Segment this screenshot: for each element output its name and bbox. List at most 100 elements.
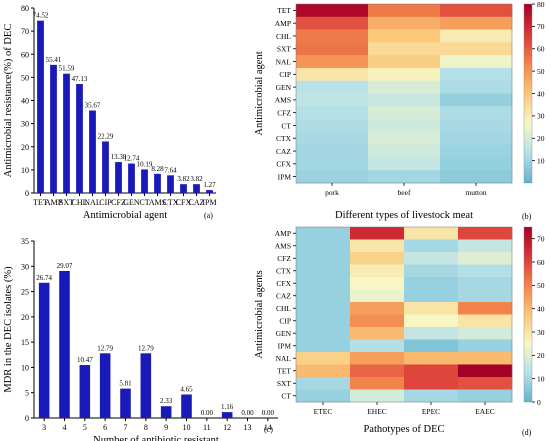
x-tick-label: CT <box>139 198 149 207</box>
x-tick-label: CHL <box>72 198 88 207</box>
heatmap-cell <box>368 42 441 56</box>
data-label: 12.74 <box>124 155 140 163</box>
colorbar-tick-label: 60 <box>537 258 545 267</box>
data-label: 74.52 <box>33 12 49 20</box>
y-tick-label: CTX <box>276 267 292 276</box>
x-axis-title: Pathotypes of DEC <box>363 424 444 435</box>
heatmap-cell <box>296 42 369 56</box>
heatmap-cell <box>440 42 513 56</box>
heatmap-cell <box>404 277 459 290</box>
y-tick-label: CTX <box>276 134 292 143</box>
heatmap-cell <box>368 16 441 30</box>
x-tick-label: 12 <box>223 423 231 432</box>
heatmap-cell <box>404 352 459 365</box>
x-tick-label: EAEC <box>475 407 495 416</box>
y-tick-label: CT <box>281 121 291 130</box>
panel-label: (c) <box>264 425 273 434</box>
heatmap-cell <box>458 314 513 328</box>
data-label: 0.00 <box>262 409 275 417</box>
y-tick-label: GEN <box>276 329 292 338</box>
heatmap-cell <box>350 302 405 315</box>
data-label: 12.79 <box>138 344 154 352</box>
heatmap-cell <box>296 339 351 353</box>
colorbar <box>523 226 533 403</box>
bar <box>115 162 122 193</box>
x-tick-label: 11 <box>203 423 211 432</box>
heatmap-cell <box>296 157 369 171</box>
y-tick-label: IPM <box>278 172 292 181</box>
bar <box>167 175 174 193</box>
data-label: 3.82 <box>177 175 190 183</box>
bar <box>181 394 192 418</box>
heatmap-cell <box>296 327 351 340</box>
colorbar-tick-label: 10 <box>537 156 545 165</box>
heatmap-cell <box>404 327 459 340</box>
data-label: 4.65 <box>180 385 193 393</box>
heatmap-cell <box>368 144 441 158</box>
colorbar-tick-label: 70 <box>537 234 545 243</box>
bar <box>99 353 111 418</box>
y-tick-label: CFX <box>276 279 291 288</box>
panel-label: (b) <box>522 212 532 221</box>
colorbar-tick-label: 70 <box>537 22 545 31</box>
bar <box>221 412 233 418</box>
bar <box>206 190 213 193</box>
colorbar-tick-label: 40 <box>537 89 545 98</box>
y-tick-label: 20 <box>21 313 29 322</box>
x-tick-label: 7 <box>124 423 128 432</box>
data-label: 22.29 <box>98 132 114 140</box>
heatmap-cell <box>296 364 351 378</box>
data-label: 47.13 <box>72 75 88 83</box>
heatmap-cell <box>296 239 351 253</box>
x-tick-label: IPM <box>202 198 216 207</box>
y-tick-label: SXT <box>277 379 292 388</box>
bar <box>79 365 91 418</box>
heatmap-cell <box>296 389 351 403</box>
y-tick-label: CIP <box>279 70 291 79</box>
heatmap-cell <box>440 4 513 18</box>
heatmap-cell <box>458 277 513 290</box>
heatmap-cell <box>440 16 513 30</box>
heatmap-cell <box>458 339 513 353</box>
x-tick-label: 6 <box>103 423 107 432</box>
heatmap-cell <box>296 277 351 290</box>
heatmap-cell <box>296 4 369 18</box>
heatmap-cell <box>458 302 513 315</box>
heatmap-cell <box>368 80 441 94</box>
heatmap-cell <box>404 264 459 278</box>
heatmap-cell <box>404 239 459 253</box>
x-tick-label: 10 <box>183 423 191 432</box>
y-tick-label: AMP <box>275 19 291 28</box>
heatmap-cell <box>350 389 405 403</box>
heatmap-cell <box>458 289 513 303</box>
heatmap-cell <box>458 264 513 278</box>
heatmap-cell <box>440 119 513 133</box>
heatmap-cell <box>440 55 513 69</box>
heatmap-cell <box>368 29 441 43</box>
heatmap-cell <box>296 264 351 278</box>
y-tick-label: 0 <box>25 414 29 423</box>
heatmap-cell <box>404 289 459 303</box>
x-tick-label: mutton <box>465 188 487 197</box>
bar <box>37 20 44 193</box>
y-tick-label: 5 <box>25 389 29 398</box>
y-tick-label: 0 <box>25 189 29 198</box>
heatmap-cell <box>296 29 369 43</box>
panel-d-heatmap: AMP AMS CFZ CTX CFX CAZ CHL CIP GEN IPM NAL TET SXT C… <box>254 226 545 437</box>
heatmap-cell <box>350 314 405 328</box>
y-tick-label: CHL <box>276 32 291 41</box>
panel-a-bar-chart: 0 10 20 30 40 50 60 70 80 74.52 TET 55.41 AMP 51.59 SX… <box>3 4 217 221</box>
y-tick-label: AMS <box>275 96 291 105</box>
data-label: 1.16 <box>221 403 234 411</box>
heatmap-cell <box>368 93 441 107</box>
y-axis-title: Antimicrobial agents <box>254 270 265 358</box>
data-label: 26.74 <box>36 274 52 282</box>
y-tick-label: 30 <box>21 120 29 129</box>
x-tick-label: 5 <box>83 423 87 432</box>
y-axis-title: Antimicrobial resistance(%) of DEC <box>3 24 14 178</box>
data-label: 8.28 <box>151 165 164 173</box>
data-label: 12.79 <box>97 344 113 352</box>
heatmap-cell <box>404 364 459 378</box>
heatmap-cell <box>440 131 513 145</box>
